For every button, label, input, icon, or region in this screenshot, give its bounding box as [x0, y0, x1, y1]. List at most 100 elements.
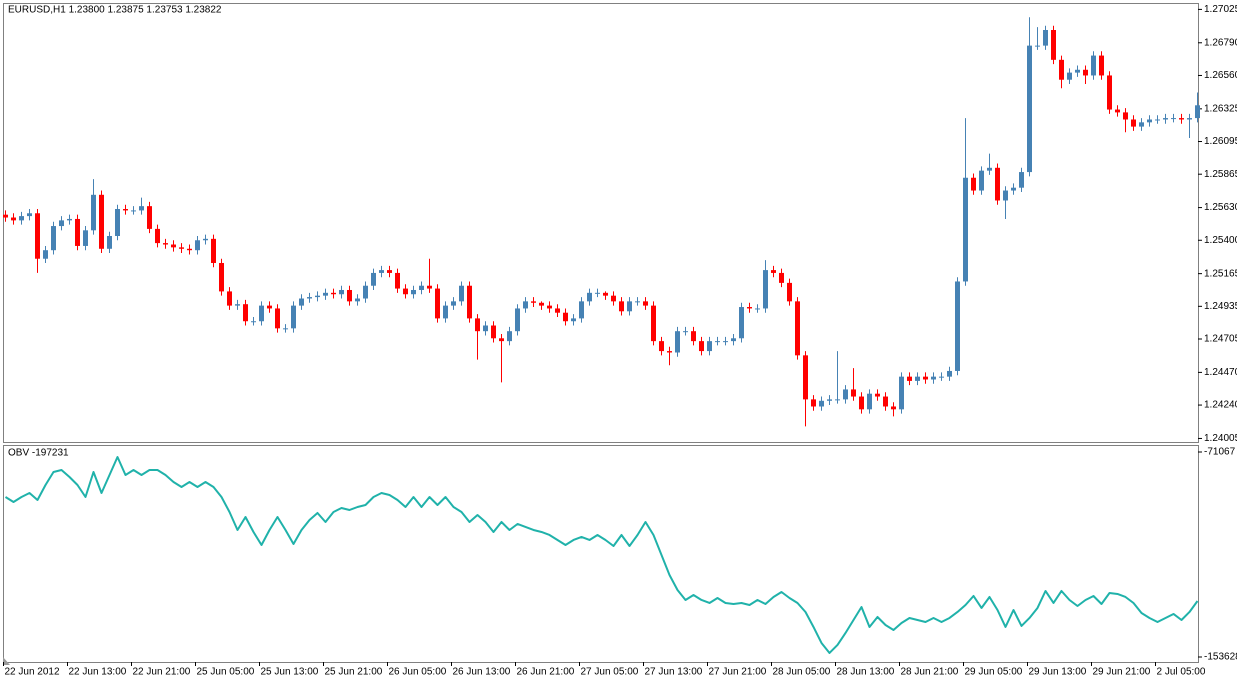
candle-body [491, 325, 496, 339]
candle-body [851, 389, 856, 397]
candle-body [1131, 119, 1136, 127]
candle-body [707, 341, 712, 352]
candle-body [779, 272, 784, 283]
y-tick-label: 1.25165 [1204, 268, 1237, 279]
candle-body [227, 291, 232, 306]
candle-body [75, 218, 80, 246]
candle-body [475, 318, 480, 332]
x-tick-label: 25 Jun 05:00 [197, 667, 255, 678]
symbol-info: EURUSD,H1 1.23800 1.23875 1.23753 1.2382… [8, 5, 222, 16]
candle-body [915, 376, 920, 381]
candle-body [1171, 118, 1176, 120]
candle-body [787, 282, 792, 302]
x-tick-label: 2 Jul 05:00 [1157, 667, 1206, 678]
x-tick-label: 26 Jun 13:00 [453, 667, 511, 678]
candle-body [243, 304, 248, 322]
candle-body [19, 216, 24, 221]
candle-body [59, 220, 64, 227]
x-tick-label: 26 Jun 05:00 [389, 667, 447, 678]
candle-body [1011, 187, 1016, 191]
candle-body [3, 214, 8, 218]
y-tick-label: -71067 [1204, 447, 1236, 458]
candle-body [1187, 118, 1192, 120]
candle-body [963, 177, 968, 282]
candle-body [283, 328, 288, 330]
price-panel [3, 3, 1199, 443]
candle-body [1035, 45, 1040, 47]
candle-body [235, 304, 240, 306]
candle-body [923, 376, 928, 380]
candle-body [123, 209, 128, 211]
y-tick-label: 1.25865 [1204, 169, 1237, 180]
candle-body [803, 355, 808, 400]
y-tick-label: 1.26095 [1204, 136, 1237, 147]
candle-body [579, 301, 584, 319]
candle-body [459, 285, 464, 302]
candle-body [387, 270, 392, 273]
candle-body [131, 210, 136, 212]
candle-body [1147, 119, 1152, 123]
candle-body [635, 301, 640, 303]
candle-body [739, 307, 744, 339]
candle-body [715, 341, 720, 343]
candle-body [267, 305, 272, 309]
candle-body [995, 167, 1000, 201]
candle-body [643, 301, 648, 306]
indicator-label: OBV -197231 [8, 448, 69, 459]
candle-body [875, 393, 880, 397]
candle-body [931, 376, 936, 380]
candle-body [523, 301, 528, 309]
y-tick-label: 1.26790 [1204, 37, 1237, 48]
candle-body [1195, 105, 1200, 119]
candle-body [259, 305, 264, 322]
candle-body [1043, 29, 1048, 46]
candle-body [203, 238, 208, 241]
candle-body [595, 292, 600, 294]
candle-body [307, 297, 312, 299]
x-tick-label: 28 Jun 13:00 [837, 667, 895, 678]
candle-body [1091, 55, 1096, 76]
y-tick-label: 1.24935 [1204, 301, 1237, 312]
candle-body [1099, 55, 1104, 76]
x-tick-label: 27 Jun 21:00 [709, 667, 767, 678]
candle-body [1179, 118, 1184, 120]
candle-body [251, 321, 256, 323]
candle-body [747, 307, 752, 309]
candle-body [899, 376, 904, 410]
candle-body [611, 295, 616, 302]
candle-body [563, 312, 568, 322]
obv-line [4, 456, 1199, 654]
candle-body [451, 301, 456, 306]
candle-body [339, 289, 344, 295]
candle-body [323, 292, 328, 296]
candle-body [667, 351, 672, 353]
candle-body [27, 213, 32, 217]
candle-body [971, 177, 976, 191]
candle-body [403, 288, 408, 295]
candle-body [619, 301, 624, 312]
candle-body [1107, 75, 1112, 110]
y-tick-label: 1.26325 [1204, 103, 1237, 114]
candle-body [1027, 45, 1032, 173]
candle-body [1019, 172, 1024, 188]
candle-body [795, 301, 800, 356]
candle-body [43, 250, 48, 259]
candle-body [763, 270, 768, 309]
candle-body [171, 244, 176, 248]
candle-body [723, 341, 728, 343]
candle-body [987, 167, 992, 171]
candle-body [427, 285, 432, 289]
candle-body [1059, 59, 1064, 80]
candle-body [347, 289, 352, 302]
candle-body [811, 399, 816, 407]
candle-body [67, 218, 72, 221]
candle-body [299, 298, 304, 306]
candle-body [867, 393, 872, 410]
x-tick-label: 25 Jun 21:00 [325, 667, 383, 678]
candle-body [675, 331, 680, 353]
candle-body [699, 341, 704, 352]
candle-body [371, 272, 376, 286]
corner-marker [3, 657, 10, 665]
